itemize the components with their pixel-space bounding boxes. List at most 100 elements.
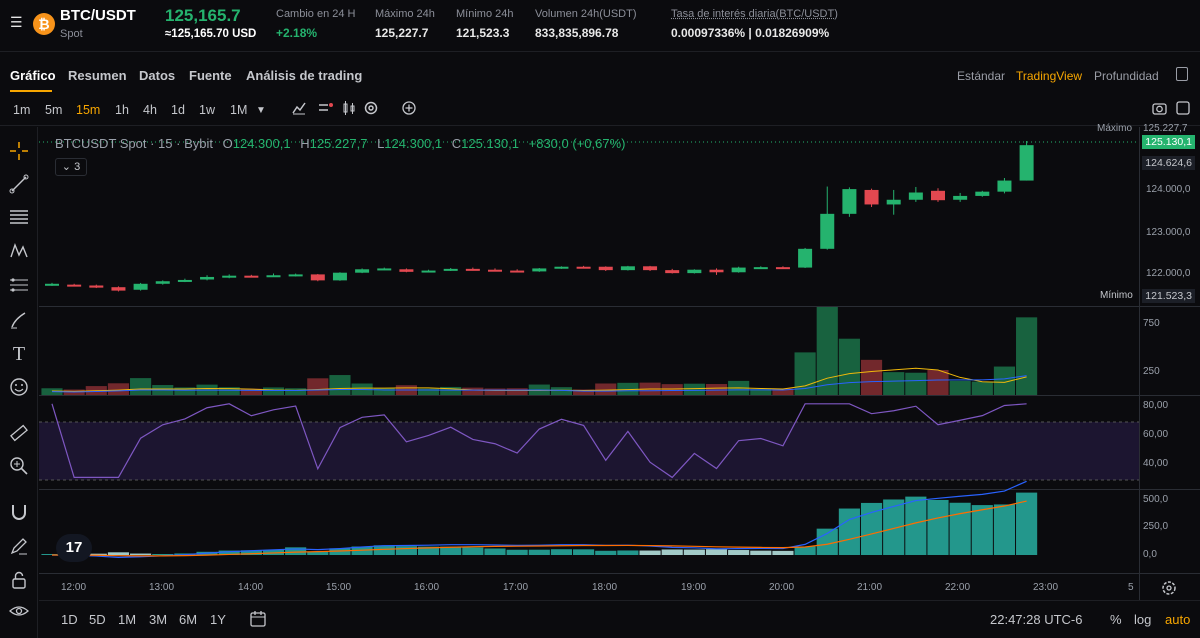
tab-datos[interactable]: Datos <box>139 68 176 83</box>
lock-icon[interactable] <box>8 570 30 592</box>
log-toggle[interactable]: log <box>1134 612 1152 627</box>
price-tick: 124.000,0 <box>1146 184 1191 195</box>
time-tick: 23:00 <box>1033 582 1059 593</box>
range-1d[interactable]: 1D <box>61 612 78 627</box>
fib-icon[interactable] <box>8 275 30 297</box>
high-24h-label: Máximo 24h <box>375 8 435 20</box>
crosshair-icon[interactable] <box>8 141 30 163</box>
range-1y[interactable]: 1Y <box>210 612 226 627</box>
tab-analisis[interactable]: Análisis de trading <box>246 68 363 83</box>
eye-icon[interactable] <box>8 601 30 623</box>
expand-icon[interactable] <box>1176 67 1188 81</box>
tf-1M[interactable]: 1M <box>230 103 248 117</box>
macd-bar <box>617 550 639 555</box>
macd-tick: 0,0 <box>1143 549 1157 560</box>
zoom-in-icon[interactable] <box>8 456 30 478</box>
volume-tick: 750 <box>1143 318 1160 329</box>
volume-bar <box>417 388 440 395</box>
time-tick: 17:00 <box>503 582 529 593</box>
macd-bar <box>661 549 683 555</box>
add-icon[interactable] <box>402 101 416 118</box>
menu-icon[interactable]: ☰ <box>10 14 23 30</box>
settings-icon[interactable] <box>364 101 378 118</box>
chart-type-icon[interactable] <box>318 101 334 118</box>
max-value: 125.227,7 <box>1143 123 1188 134</box>
magnet-icon[interactable] <box>8 502 30 524</box>
last-price: 125,165.7 <box>165 6 241 25</box>
text-tool-icon[interactable]: T <box>12 343 26 365</box>
tf-1h[interactable]: 1h <box>115 103 129 117</box>
candle-body <box>266 275 281 278</box>
fullscreen-icon[interactable] <box>1176 101 1190 118</box>
volume-bar <box>1016 317 1038 395</box>
macd-bar <box>307 551 329 555</box>
tf-4h[interactable]: 4h <box>143 103 157 117</box>
candle-body <box>554 266 569 269</box>
tf-dropdown-icon[interactable]: ▼ <box>256 105 266 116</box>
tf-1d[interactable]: 1d <box>171 103 185 117</box>
volume-bar <box>174 387 196 395</box>
legend-open: 124.300,1 <box>232 136 291 151</box>
macd-bar <box>395 546 417 555</box>
legend-h: H <box>300 136 310 151</box>
auto-toggle[interactable]: auto <box>1165 612 1191 627</box>
trend-line-icon[interactable] <box>8 174 30 196</box>
pattern-icon[interactable] <box>8 241 30 263</box>
candle-body <box>200 276 215 280</box>
candle-body <box>244 275 259 278</box>
volume-bar <box>971 381 993 395</box>
horizontal-lines-icon[interactable] <box>8 207 30 229</box>
candle-body <box>820 213 835 249</box>
axis-settings-icon[interactable] <box>1161 580 1177 601</box>
time-axis-end: 5 <box>1128 582 1134 593</box>
price-chart[interactable] <box>39 127 1200 600</box>
legend-o: O <box>222 136 233 151</box>
chart-toolbar: 1m 5m 15m 1h 4h 1d 1w 1M ▼ <box>0 96 1200 126</box>
brush-icon[interactable] <box>8 310 30 332</box>
view-estandar[interactable]: Estándar <box>957 69 1006 83</box>
candles-icon[interactable] <box>342 101 356 118</box>
emoji-icon[interactable] <box>8 377 30 399</box>
volume-bar <box>816 307 838 395</box>
candle-body <box>709 269 724 273</box>
candle-body <box>798 248 813 268</box>
ruler-icon[interactable] <box>8 423 30 445</box>
macd-bar <box>528 549 550 555</box>
percent-toggle[interactable]: % <box>1110 612 1122 627</box>
range-3m[interactable]: 3M <box>149 612 168 627</box>
macd-bar <box>595 550 617 555</box>
macd-bar <box>971 505 993 555</box>
range-1m[interactable]: 1M <box>118 612 137 627</box>
view-profundidad[interactable]: Profundidad <box>1094 69 1159 83</box>
time-axis[interactable]: 12:00 13:00 14:00 15:00 16:00 17:00 18:00 19:00… <box>39 581 1139 597</box>
calendar-icon[interactable] <box>249 610 267 633</box>
pair-title[interactable]: BTC/USDT <box>60 7 136 24</box>
indicators-icon[interactable] <box>292 101 306 118</box>
tf-1m[interactable]: 1m <box>13 103 31 117</box>
tf-1w[interactable]: 1w <box>199 103 215 117</box>
range-5d[interactable]: 5D <box>89 612 106 627</box>
candle-body <box>864 189 879 205</box>
candle-body <box>953 195 968 200</box>
candle-body <box>443 268 458 271</box>
time-tick: 21:00 <box>857 582 883 593</box>
bottom-bar: 1D 5D 1M 3M 6M 1Y 22:47:28 UTC-6 % log a… <box>39 600 1200 638</box>
camera-icon[interactable] <box>1152 101 1167 118</box>
interest-rate-label[interactable]: Tasa de interés diaria(BTC/USDT) <box>671 8 838 20</box>
time-tick: 19:00 <box>681 582 707 593</box>
tab-fuente[interactable]: Fuente <box>189 68 232 83</box>
draw-mode-icon[interactable] <box>8 536 30 558</box>
tab-resumen[interactable]: Resumen <box>68 68 127 83</box>
view-tradingview[interactable]: TradingView <box>1016 69 1083 83</box>
tf-15m[interactable]: 15m <box>76 103 101 117</box>
min-label: Mínimo <box>1100 290 1133 301</box>
utc-clock[interactable]: 22:47:28 UTC-6 <box>990 612 1083 627</box>
tf-5m[interactable]: 5m <box>45 103 63 117</box>
range-6m[interactable]: 6M <box>179 612 198 627</box>
indicator-toggle[interactable]: ⌄ 3 <box>55 158 87 176</box>
macd-bar <box>838 508 860 555</box>
time-tick: 18:00 <box>592 582 618 593</box>
time-tick: 16:00 <box>414 582 440 593</box>
legend-high: 125.227,7 <box>309 136 368 151</box>
tab-grafico[interactable]: Gráfico <box>10 68 56 83</box>
